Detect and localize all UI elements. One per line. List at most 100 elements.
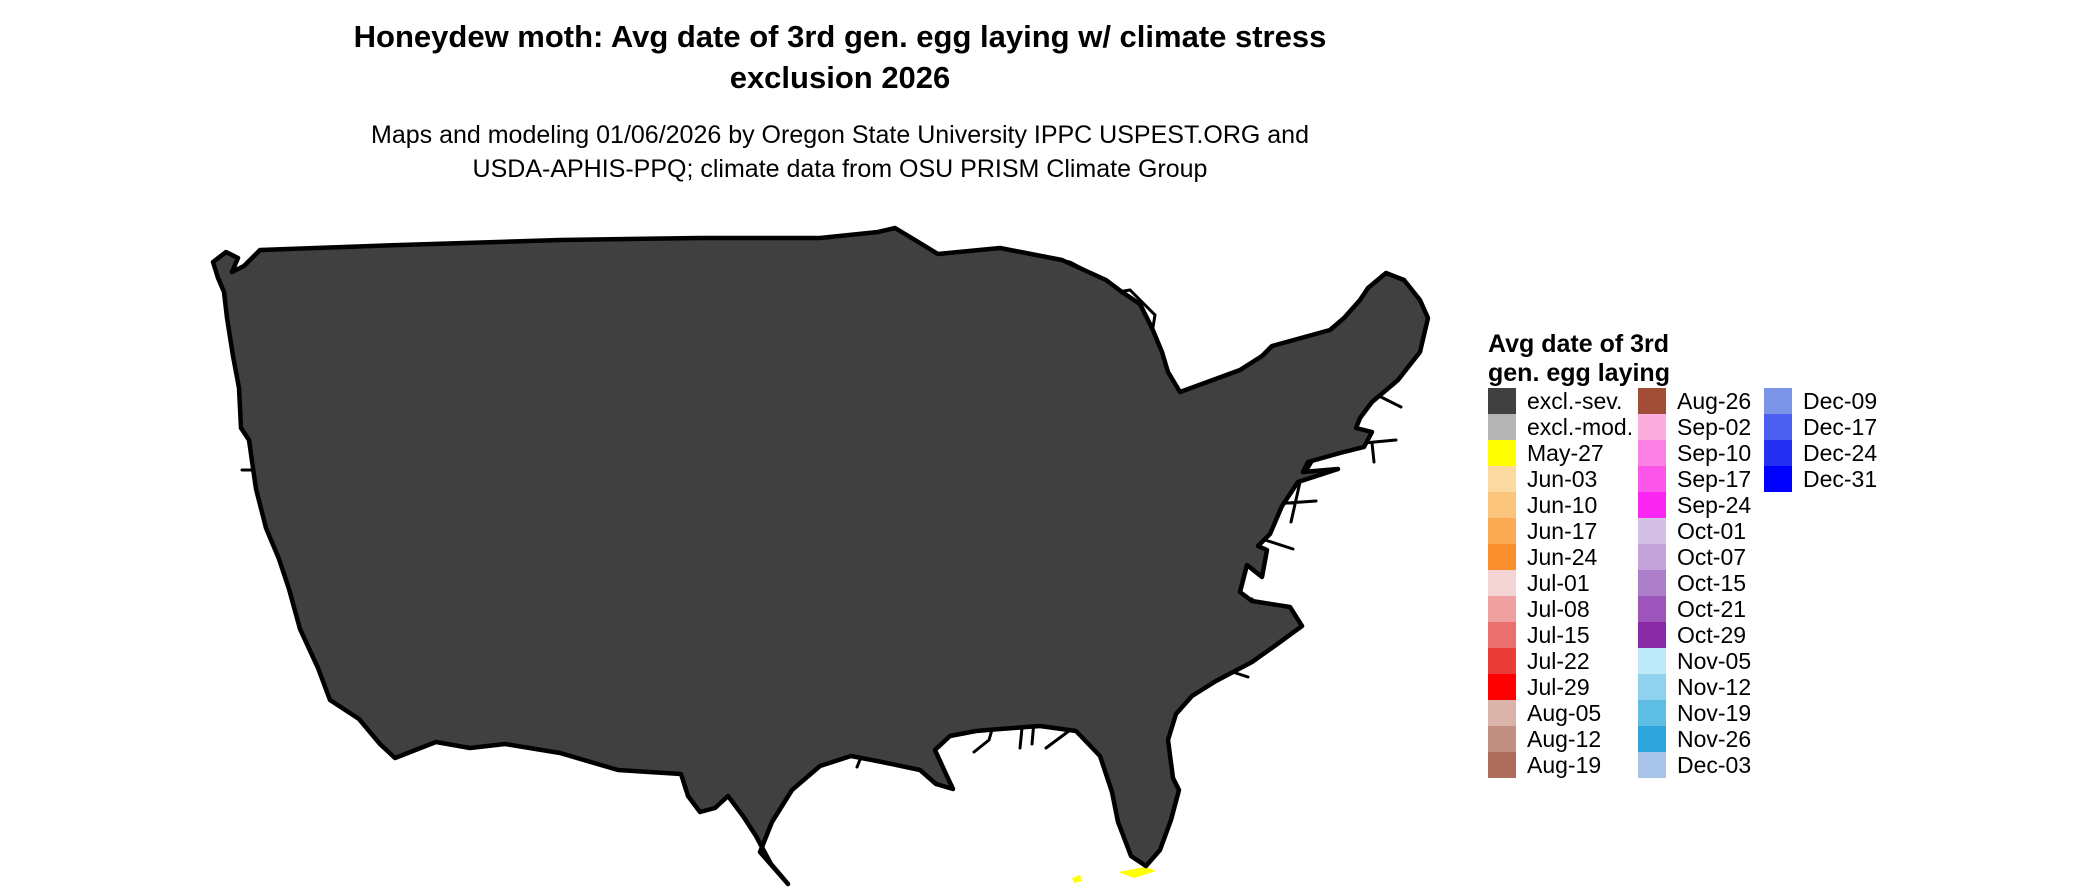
legend-swatch bbox=[1488, 440, 1516, 466]
legend-item: Oct-01 bbox=[1638, 518, 1751, 544]
legend-label: excl.-mod. bbox=[1527, 413, 1634, 440]
legend-item: Sep-02 bbox=[1638, 414, 1751, 440]
region-keys-yellow2 bbox=[1118, 867, 1156, 878]
legend-swatch bbox=[1638, 648, 1666, 674]
legend-label: excl.-sev. bbox=[1527, 387, 1623, 414]
legend-label: Nov-12 bbox=[1677, 673, 1752, 700]
legend-swatch bbox=[1638, 752, 1666, 778]
legend-label: Jun-24 bbox=[1527, 543, 1598, 570]
legend-item: Jul-29 bbox=[1488, 674, 1633, 700]
legend-swatch bbox=[1638, 726, 1666, 752]
legend-swatch bbox=[1638, 674, 1666, 700]
legend-label: Dec-17 bbox=[1803, 413, 1878, 440]
legend-label: May-27 bbox=[1527, 439, 1604, 466]
legend-item: Aug-26 bbox=[1638, 388, 1751, 414]
legend-label: Jun-10 bbox=[1527, 491, 1598, 518]
legend-swatch bbox=[1638, 700, 1666, 726]
legend-item: Oct-21 bbox=[1638, 596, 1751, 622]
legend-item: Dec-09 bbox=[1764, 388, 1877, 414]
legend-swatch bbox=[1638, 492, 1666, 518]
legend-item: Nov-12 bbox=[1638, 674, 1751, 700]
legend-label: Dec-09 bbox=[1803, 387, 1878, 414]
legend-item: Jun-24 bbox=[1488, 544, 1633, 570]
legend-item: Jun-17 bbox=[1488, 518, 1633, 544]
legend-item: Aug-19 bbox=[1488, 752, 1633, 778]
chesapeake-bay bbox=[1282, 535, 1296, 595]
legend-swatch bbox=[1764, 466, 1792, 492]
legend-swatch bbox=[1488, 726, 1516, 752]
legend-swatch bbox=[1764, 388, 1792, 414]
legend-col-1: excl.-sev. excl.-mod. May-27 Jun-03 Jun-10 Ju… bbox=[1488, 388, 1633, 778]
legend-label: Nov-26 bbox=[1677, 725, 1752, 752]
legend-swatch bbox=[1764, 414, 1792, 440]
legend-swatch bbox=[1638, 544, 1666, 570]
legend-label: Oct-07 bbox=[1677, 543, 1747, 570]
legend-item: Nov-26 bbox=[1638, 726, 1751, 752]
legend-swatch bbox=[1488, 414, 1516, 440]
legend-item: May-27 bbox=[1488, 440, 1633, 466]
legend-item: Jul-08 bbox=[1488, 596, 1633, 622]
legend-item: Jul-15 bbox=[1488, 622, 1633, 648]
legend-swatch bbox=[1488, 596, 1516, 622]
legend-label: Oct-01 bbox=[1677, 517, 1747, 544]
legend-label: Jul-15 bbox=[1527, 621, 1590, 648]
legend-label: Aug-26 bbox=[1677, 387, 1752, 414]
legend-swatch bbox=[1488, 700, 1516, 726]
legend-label: Dec-24 bbox=[1803, 439, 1878, 466]
legend-swatch bbox=[1638, 440, 1666, 466]
legend-item: Jun-03 bbox=[1488, 466, 1633, 492]
legend-title-line-2: gen. egg laying bbox=[1488, 359, 1670, 387]
legend-label: Jun-17 bbox=[1527, 517, 1598, 544]
legend-swatch bbox=[1638, 518, 1666, 544]
legend-item: Dec-24 bbox=[1764, 440, 1877, 466]
legend-item: Nov-19 bbox=[1638, 700, 1751, 726]
legend-label: Oct-29 bbox=[1677, 621, 1747, 648]
legend-label: Nov-05 bbox=[1677, 647, 1752, 674]
legend-swatch bbox=[1488, 518, 1516, 544]
legend-swatch bbox=[1638, 466, 1666, 492]
legend-swatch bbox=[1488, 544, 1516, 570]
legend-label: Oct-15 bbox=[1677, 569, 1747, 596]
legend-swatch bbox=[1488, 466, 1516, 492]
legend-swatch bbox=[1488, 492, 1516, 518]
legend-item: Jul-01 bbox=[1488, 570, 1633, 596]
legend-label: Oct-21 bbox=[1677, 595, 1747, 622]
legend-item: Dec-31 bbox=[1764, 466, 1877, 492]
map-title: Honeydew moth: Avg date of 3rd gen. egg … bbox=[140, 16, 1540, 98]
legend-title: Avg date of 3rd gen. egg laying bbox=[1488, 330, 1670, 388]
legend-swatch bbox=[1638, 622, 1666, 648]
legend-item: Oct-29 bbox=[1638, 622, 1751, 648]
legend-item: Oct-07 bbox=[1638, 544, 1751, 570]
legend-item: Aug-12 bbox=[1488, 726, 1633, 752]
legend-swatch bbox=[1638, 388, 1666, 414]
legend-item: Sep-17 bbox=[1638, 466, 1751, 492]
legend-label: Nov-19 bbox=[1677, 699, 1752, 726]
region-stx-rose bbox=[770, 840, 800, 868]
legend-swatch bbox=[1488, 622, 1516, 648]
legend-swatch bbox=[1488, 752, 1516, 778]
subtitle-line-2: USDA-APHIS-PPQ; climate data from OSU PR… bbox=[472, 155, 1208, 183]
legend-label: Sep-24 bbox=[1677, 491, 1752, 518]
legend-label: Aug-05 bbox=[1527, 699, 1602, 726]
legend-col-2: Aug-26 Sep-02 Sep-10 Sep-17 Sep-24 Oct-01 Oct-… bbox=[1638, 388, 1751, 778]
legend-label: Aug-12 bbox=[1527, 725, 1602, 752]
legend-item: excl.-mod. bbox=[1488, 414, 1633, 440]
legend-item: Aug-05 bbox=[1488, 700, 1633, 726]
legend-label: Jun-03 bbox=[1527, 465, 1598, 492]
legend-item: Jul-22 bbox=[1488, 648, 1633, 674]
region-keys-yellow1 bbox=[1088, 872, 1112, 881]
legend-label: Jul-01 bbox=[1527, 569, 1590, 596]
map-subtitle: Maps and modeling 01/06/2026 by Oregon S… bbox=[140, 118, 1540, 186]
subtitle-line-1: Maps and modeling 01/06/2026 by Oregon S… bbox=[371, 121, 1309, 149]
legend-item: Dec-03 bbox=[1638, 752, 1751, 778]
legend-swatch bbox=[1638, 414, 1666, 440]
conus-outline bbox=[213, 228, 1428, 884]
legend-col-3: Dec-09 Dec-17 Dec-24 Dec-31 bbox=[1764, 388, 1877, 492]
legend-item: Nov-05 bbox=[1638, 648, 1751, 674]
title-line-2: exclusion 2026 bbox=[729, 60, 951, 95]
legend-item: Jun-10 bbox=[1488, 492, 1633, 518]
legend-swatch bbox=[1764, 440, 1792, 466]
legend-swatch bbox=[1488, 570, 1516, 596]
